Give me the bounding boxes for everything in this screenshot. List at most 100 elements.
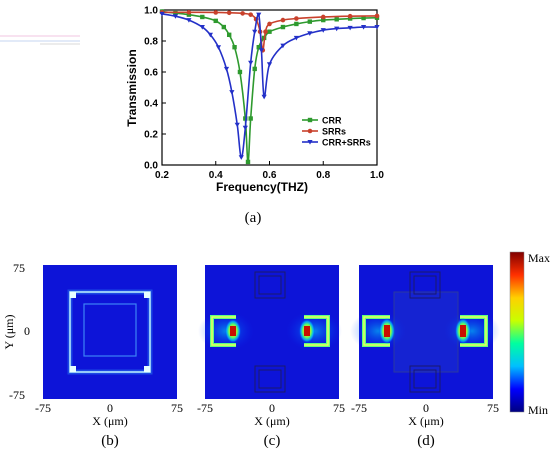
legend-marker bbox=[307, 128, 313, 134]
data-point bbox=[243, 116, 248, 121]
x-tick-label: 0.2 bbox=[155, 170, 169, 181]
data-point bbox=[199, 25, 205, 30]
data-point bbox=[213, 10, 219, 15]
data-point bbox=[267, 21, 272, 27]
data-point bbox=[172, 14, 179, 19]
data-point bbox=[240, 11, 245, 16]
data-point bbox=[221, 24, 227, 30]
ring-resonator-field bbox=[69, 291, 151, 373]
data-point bbox=[226, 32, 232, 37]
x-tick-d-left: -75 bbox=[351, 401, 367, 415]
data-point bbox=[347, 25, 353, 31]
x-label-b: X (μm) bbox=[92, 414, 127, 428]
data-point bbox=[237, 69, 243, 75]
data-point bbox=[234, 122, 240, 128]
x-tick-d-right: 75 bbox=[487, 401, 499, 415]
data-point bbox=[252, 66, 257, 72]
y-tick-label: 0.4 bbox=[144, 99, 158, 110]
panel-label-d: (d) bbox=[417, 433, 435, 449]
data-point bbox=[186, 12, 192, 17]
x-tick-c-mid: 0 bbox=[269, 401, 275, 415]
y-tick-label: 0.0 bbox=[144, 161, 158, 172]
x-label-c: X (μm) bbox=[254, 414, 289, 428]
panel-label-c: (c) bbox=[264, 433, 281, 449]
data-point bbox=[200, 14, 205, 20]
data-point bbox=[261, 94, 267, 100]
legend-marker bbox=[307, 117, 313, 123]
data-point bbox=[245, 159, 251, 165]
data-point bbox=[256, 45, 261, 50]
data-point bbox=[320, 14, 326, 20]
data-point bbox=[223, 66, 230, 72]
data-point bbox=[229, 90, 235, 95]
data-point bbox=[307, 31, 313, 36]
x-tick-b-right: 75 bbox=[171, 401, 183, 415]
decorative-lines bbox=[0, 35, 80, 45]
data-point bbox=[266, 62, 273, 67]
y-tick-label: 0.2 bbox=[144, 130, 158, 141]
y-axis-label: Transmission bbox=[125, 49, 139, 126]
data-point bbox=[226, 10, 232, 16]
field-map-b bbox=[43, 265, 177, 399]
data-point bbox=[360, 25, 367, 30]
x-tick-b-mid: 0 bbox=[107, 401, 113, 415]
x-tick-label: 0.6 bbox=[263, 170, 277, 181]
colorbar: Max Min bbox=[509, 251, 550, 417]
field-map-b-background bbox=[43, 265, 177, 399]
data-point bbox=[248, 116, 253, 121]
data-point bbox=[256, 12, 262, 18]
data-point bbox=[248, 12, 253, 17]
y-tick-top: 75 bbox=[13, 261, 25, 275]
data-point bbox=[263, 29, 268, 34]
y-tick-label: 0.8 bbox=[144, 37, 158, 48]
data-point bbox=[294, 21, 299, 27]
data-point bbox=[280, 17, 286, 23]
data-point bbox=[258, 48, 265, 53]
y-tick-label: 1.0 bbox=[144, 6, 158, 17]
x-tick-label: 1.0 bbox=[370, 170, 384, 181]
transmission-chart: 0.00.20.40.60.81.0 0.2 0.4 0.6 0.8 1.0 Trans… bbox=[125, 6, 384, 227]
legend-label: SRRs bbox=[322, 127, 346, 137]
data-point bbox=[334, 17, 339, 22]
series-crr-srrs bbox=[159, 11, 380, 160]
legend-marker bbox=[307, 140, 313, 145]
data-point bbox=[186, 18, 192, 23]
x-label-d: X (μm) bbox=[408, 414, 443, 428]
panel-label-b: (b) bbox=[101, 433, 119, 449]
data-point bbox=[280, 24, 286, 30]
colorbar-max-label: Max bbox=[528, 251, 550, 265]
x-axis-label: Frequency(THZ) bbox=[216, 180, 308, 194]
data-point bbox=[280, 43, 286, 49]
data-point bbox=[267, 29, 272, 34]
data-point bbox=[334, 26, 340, 32]
data-point bbox=[215, 45, 222, 50]
x-axis-ticks: 0.2 0.4 0.6 0.8 1.0 bbox=[155, 161, 384, 181]
x-tick-label: 0.4 bbox=[209, 170, 223, 181]
data-point bbox=[248, 60, 254, 66]
data-point bbox=[207, 32, 213, 38]
y-tick-bottom: -75 bbox=[9, 388, 25, 402]
data-point bbox=[320, 28, 326, 33]
x-tick-c-right: 75 bbox=[333, 401, 345, 415]
legend-label: CRR bbox=[322, 116, 342, 126]
data-point bbox=[186, 10, 192, 15]
data-point bbox=[347, 16, 353, 21]
x-tick-d-mid: 0 bbox=[423, 401, 429, 415]
data-point bbox=[252, 29, 258, 35]
data-point bbox=[374, 25, 380, 30]
data-point bbox=[238, 155, 244, 160]
x-tick-c-left: -75 bbox=[197, 401, 213, 415]
field-map-c bbox=[198, 265, 342, 399]
data-point bbox=[307, 19, 313, 24]
series-group bbox=[159, 9, 380, 165]
colorbar-min-label: Min bbox=[528, 403, 548, 417]
plot-frame bbox=[161, 9, 378, 166]
y-tick-label: 0.6 bbox=[144, 68, 158, 79]
data-point bbox=[294, 16, 299, 21]
panel-label-a: (a) bbox=[245, 210, 262, 226]
y-tick-mid: 0 bbox=[24, 324, 30, 338]
heatmap-axes: 75 0 -75 Y (μm) -75 0 75 X (μm) -75 0 75… bbox=[2, 261, 499, 449]
x-tick-b-left: -75 bbox=[35, 401, 51, 415]
